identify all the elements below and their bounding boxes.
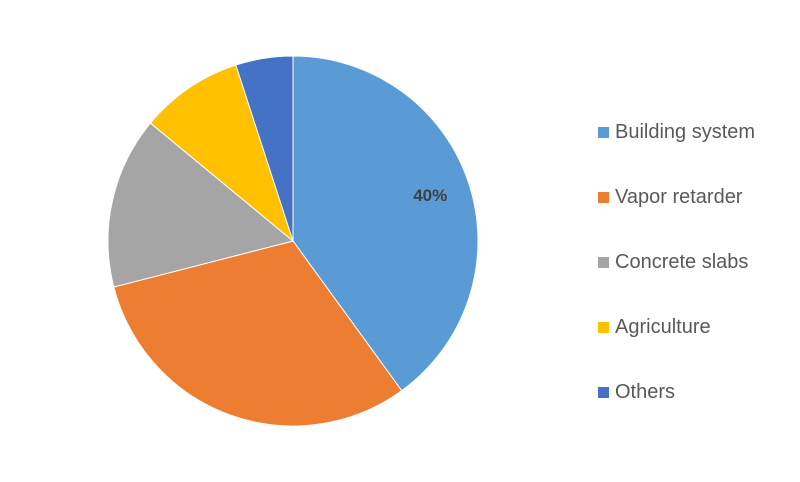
legend-item-vapor-retarder: Vapor retarder [598, 165, 798, 230]
legend-item-building-system: Building system [598, 100, 798, 165]
legend-label: Vapor retarder [615, 186, 743, 208]
pie-slices [107, 55, 479, 427]
data-label-building-system: 40% [413, 186, 447, 205]
legend-item-concrete-slabs: Concrete slabs [598, 230, 798, 295]
legend-label: Building system [615, 121, 756, 143]
pie-slice-agriculture [149, 64, 295, 243]
legend-swatch [598, 257, 609, 268]
legend-swatch [598, 387, 609, 398]
legend-label: Concrete slabs [615, 251, 749, 273]
pie-data-labels: 40% [413, 186, 447, 205]
pie-slice-vapor-retarder [113, 240, 403, 427]
legend-item-agriculture: Agriculture [598, 295, 798, 360]
legend-label: Agriculture [615, 316, 711, 338]
legend-item-others: Others [598, 360, 798, 425]
pie-slice-building-system [292, 55, 479, 392]
legend-label: Others [615, 381, 676, 403]
legend-swatch [598, 192, 609, 203]
legend-swatch [598, 127, 609, 138]
legend: Building system Vapor retarder Concrete … [598, 100, 798, 425]
pie-slice-concrete-slabs [107, 122, 295, 288]
pie-slice-others [235, 55, 294, 242]
legend-swatch [598, 322, 609, 333]
